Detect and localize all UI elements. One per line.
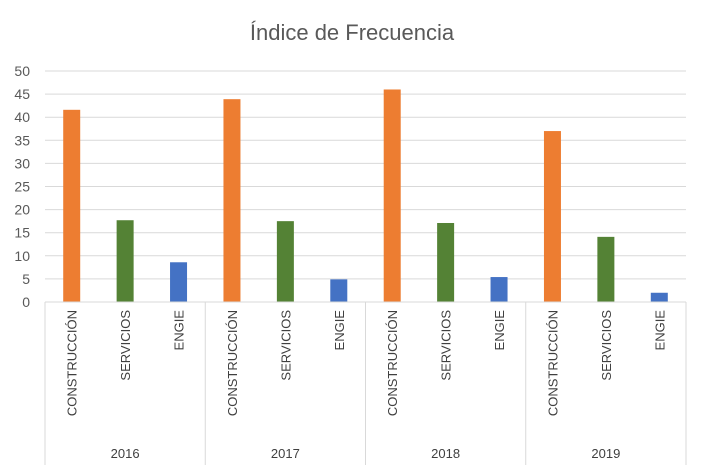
category-label: SERVICIOS	[599, 310, 614, 381]
bar	[490, 277, 508, 302]
y-tick-label: 35	[14, 132, 30, 148]
category-label: ENGIE	[492, 310, 507, 351]
category-label: ENGIE	[652, 310, 667, 351]
category-label: CONSTRUCCIÓN	[545, 310, 560, 416]
bar	[597, 236, 615, 302]
y-tick-label: 40	[14, 109, 30, 125]
bar	[437, 222, 455, 302]
bar	[543, 131, 561, 302]
y-tick-label: 15	[14, 225, 30, 241]
y-tick-label: 5	[22, 271, 30, 287]
y-tick-label: 45	[14, 86, 30, 102]
category-label: CONSTRUCCIÓN	[385, 310, 400, 416]
group-label: 2017	[271, 446, 300, 461]
category-label: CONSTRUCCIÓN	[225, 310, 240, 416]
category-label: SERVICIOS	[278, 310, 293, 381]
y-tick-label: 25	[14, 179, 30, 195]
group-label: 2016	[111, 446, 140, 461]
bar	[63, 109, 81, 302]
category-label: SERVICIOS	[118, 310, 133, 381]
bar	[223, 99, 241, 302]
group-label: 2019	[591, 446, 620, 461]
y-tick-label: 50	[14, 63, 30, 79]
group-label: 2018	[431, 446, 460, 461]
y-tick-label: 0	[22, 294, 30, 310]
y-tick-label: 30	[14, 155, 30, 171]
y-tick-label: 10	[14, 248, 30, 264]
chart-title: Índice de Frecuencia	[250, 20, 455, 45]
category-label: ENGIE	[332, 310, 347, 351]
bar	[116, 220, 134, 302]
category-label: CONSTRUCCIÓN	[65, 310, 80, 416]
y-tick-label: 20	[14, 202, 30, 218]
bar	[330, 279, 348, 302]
category-label: SERVICIOS	[439, 310, 454, 381]
bar	[650, 292, 668, 302]
bar	[276, 221, 294, 302]
bar	[170, 262, 188, 302]
category-label: ENGIE	[172, 310, 187, 351]
bar	[383, 89, 401, 302]
